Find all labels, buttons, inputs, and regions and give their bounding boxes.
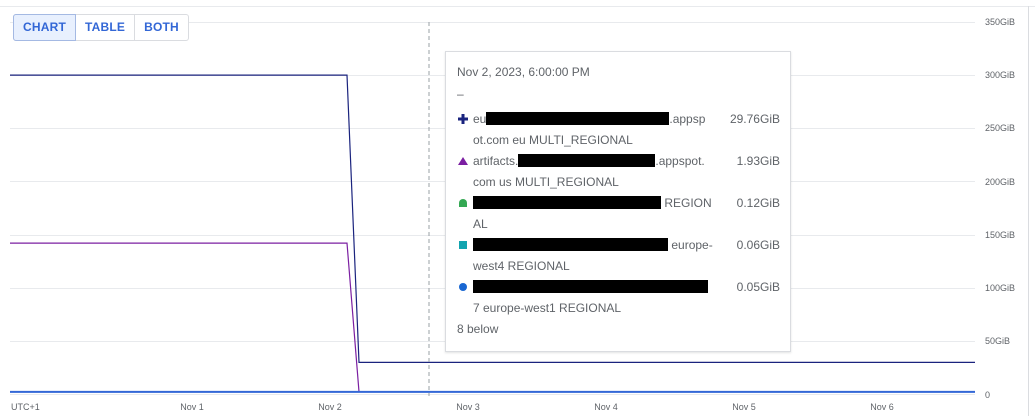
tooltip-dash: – <box>457 87 464 101</box>
tooltip-more-count: 8 below <box>457 322 499 336</box>
table-view-button[interactable]: TABLE <box>76 15 136 40</box>
series-name-suffix: .appspot. <box>655 154 705 168</box>
series-name-suffix: .appsp <box>669 112 706 126</box>
series-name-line2: AL <box>473 217 488 231</box>
series-name-line2: west4 REGIONAL <box>473 259 570 273</box>
x-tick-label: Nov 4 <box>594 402 618 412</box>
shield-icon <box>459 199 467 207</box>
redacted-block <box>473 280 708 293</box>
timezone-label: UTC+1 <box>11 402 40 412</box>
chart-top-border <box>0 6 1035 7</box>
series-name-suffix: REGION <box>664 196 712 210</box>
series-name-line2: ot.com eu MULTI_REGIONAL <box>473 133 633 147</box>
y-tick-label: 150GiB <box>985 230 1016 240</box>
chart-right-divider <box>1028 6 1029 416</box>
tooltip-series-value: 1.93GiB <box>736 154 780 168</box>
tooltip-series-value: 0.06GiB <box>736 238 780 252</box>
view-toggle-group: CHART TABLE BOTH <box>13 14 189 41</box>
y-tick-label: 250GiB <box>985 123 1016 133</box>
redacted-block <box>486 112 670 125</box>
tooltip-series-name: REGION AL <box>473 193 713 235</box>
x-tick-label: Nov 1 <box>180 402 204 412</box>
tooltip-series-name: europe- west4 REGIONAL <box>473 235 713 277</box>
y-tick-label: 100GiB <box>985 283 1016 293</box>
x-tick-label: Nov 6 <box>870 402 894 412</box>
series-name-prefix: eu <box>473 112 487 126</box>
square-icon <box>459 241 467 249</box>
series-name-suffix: europe- <box>671 238 713 252</box>
triangle-icon <box>458 157 468 165</box>
y-tick-label: 0 <box>985 390 991 400</box>
redacted-block <box>473 238 668 251</box>
circle-icon <box>459 283 467 291</box>
series-line <box>10 74 975 363</box>
series-name-line2: 7 europe-west1 REGIONAL <box>473 301 622 315</box>
y-tick-label: 50GiB <box>985 336 1011 346</box>
y-tick-label: 350GiB <box>985 17 1016 27</box>
hover-tooltip: Nov 2, 2023, 6:00:00 PM – eu .appsp ot.co… <box>445 51 791 352</box>
tooltip-series-name: 7 europe-west1 REGIONAL <box>473 277 713 319</box>
series-lines <box>10 74 975 393</box>
x-tick-label: Nov 5 <box>732 402 756 412</box>
redacted-block <box>473 196 661 209</box>
x-tick-label: Nov 3 <box>456 402 480 412</box>
redacted-block <box>518 154 656 167</box>
tooltip-date: Nov 2, 2023, 6:00:00 PM <box>457 65 590 79</box>
both-view-button[interactable]: BOTH <box>144 20 179 34</box>
series-name-line2: com us MULTI_REGIONAL <box>473 175 619 189</box>
y-tick-label: 300GiB <box>985 70 1016 80</box>
tooltip-series-name: artifacts. .appspot. com us MULTI_REGIONA… <box>473 151 713 193</box>
tooltip-series-value: 0.05GiB <box>736 280 780 294</box>
y-tick-label: 200GiB <box>985 177 1016 187</box>
chart-view-button[interactable]: CHART <box>13 14 76 41</box>
plus-icon <box>458 114 468 124</box>
tooltip-series-value: 0.12GiB <box>736 196 780 210</box>
series-name-prefix: artifacts. <box>473 154 519 168</box>
x-tick-label: Nov 2 <box>318 402 342 412</box>
tooltip-series-name: eu .appsp ot.com eu MULTI_REGIONAL <box>473 109 713 151</box>
tooltip-series-value: 29.76GiB <box>729 112 780 126</box>
